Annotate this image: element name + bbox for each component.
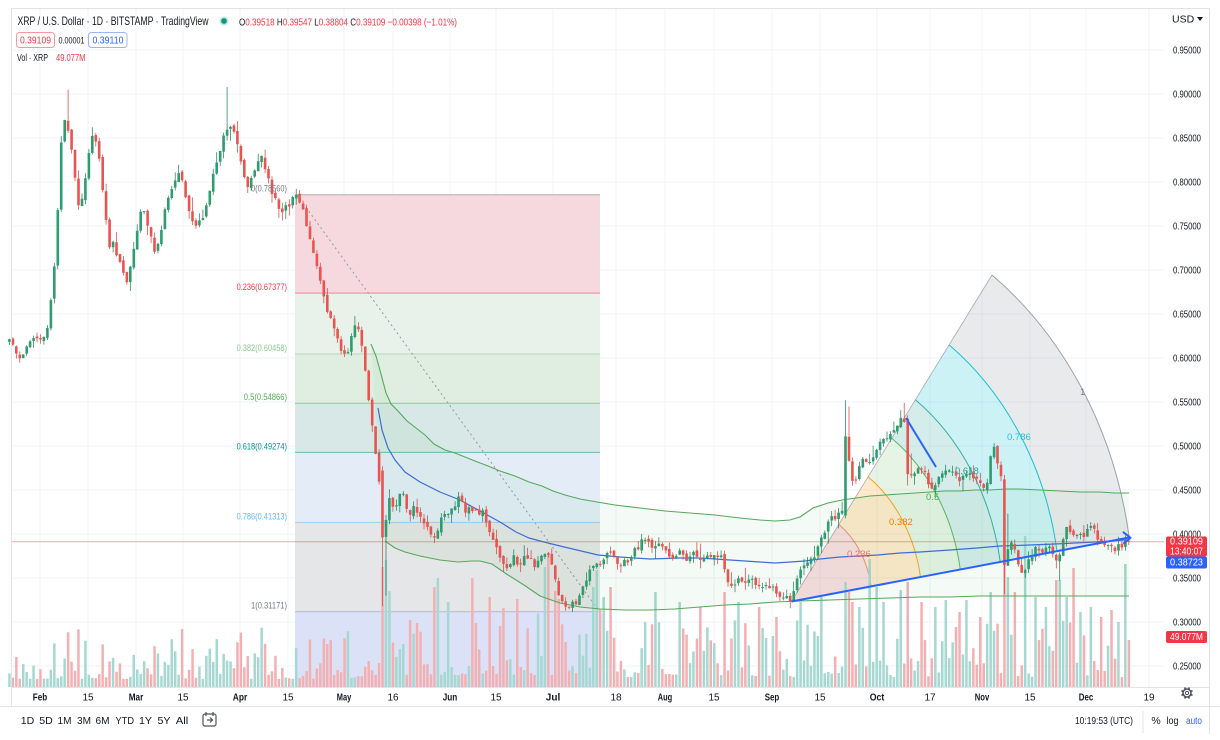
svg-text:O0.39518 H0.39547 L0.38804 C0.: O0.39518 H0.39547 L0.38804 C0.39109 −0.0… — [239, 17, 457, 29]
svg-text:0.39109: 0.39109 — [20, 36, 51, 47]
svg-text:0.65000: 0.65000 — [1173, 310, 1201, 321]
svg-text:0.40000: 0.40000 — [1173, 530, 1201, 541]
svg-text:0.35000: 0.35000 — [1173, 574, 1201, 585]
svg-text:All: All — [176, 715, 189, 727]
svg-text:0.618: 0.618 — [955, 466, 979, 477]
svg-text:Mar: Mar — [129, 693, 144, 704]
svg-text:0.00001: 0.00001 — [59, 36, 85, 46]
svg-text:0.39110: 0.39110 — [93, 36, 124, 47]
svg-text:16: 16 — [387, 693, 399, 704]
svg-text:0.5: 0.5 — [926, 492, 939, 503]
svg-text:XRP / U.S. Dollar · 1D · BITST: XRP / U.S. Dollar · 1D · BITSTAMP · Trad… — [18, 14, 209, 28]
svg-text:0.50000: 0.50000 — [1173, 442, 1201, 453]
svg-text:15: 15 — [177, 693, 189, 704]
svg-text:15: 15 — [282, 693, 294, 704]
svg-text:0.618(0.49274): 0.618(0.49274) — [237, 441, 287, 451]
svg-text:49.077M: 49.077M — [1170, 632, 1203, 643]
svg-text:0.382(0.60458): 0.382(0.60458) — [237, 343, 287, 353]
svg-text:15: 15 — [708, 693, 720, 704]
svg-text:0.39109: 0.39109 — [1170, 537, 1203, 548]
svg-text:0.80000: 0.80000 — [1173, 178, 1201, 189]
svg-text:May: May — [337, 693, 352, 704]
svg-text:49.077M: 49.077M — [56, 53, 86, 64]
svg-text:Feb: Feb — [33, 693, 48, 704]
svg-text:log: log — [1167, 715, 1179, 727]
svg-text:0.236: 0.236 — [847, 549, 871, 560]
svg-text:0.38723: 0.38723 — [1170, 558, 1203, 569]
svg-text:0.85000: 0.85000 — [1173, 134, 1201, 145]
svg-text:1D: 1D — [21, 715, 35, 727]
svg-text:18: 18 — [610, 693, 622, 704]
svg-text:0.786(0.41313): 0.786(0.41313) — [237, 511, 287, 521]
svg-text:YTD: YTD — [116, 715, 135, 727]
svg-text:0.5(0.54866): 0.5(0.54866) — [244, 392, 287, 402]
svg-text:1(0.31171): 1(0.31171) — [251, 601, 287, 611]
svg-text:Sep: Sep — [765, 693, 780, 704]
svg-text:0.30000: 0.30000 — [1173, 618, 1201, 629]
svg-text:Jun: Jun — [443, 693, 458, 704]
svg-text:10:19:53 (UTC): 10:19:53 (UTC) — [1075, 715, 1133, 727]
svg-text:Aug: Aug — [658, 693, 673, 704]
svg-text:15: 15 — [82, 693, 94, 704]
svg-text:0.55000: 0.55000 — [1173, 398, 1201, 409]
svg-text:0.75000: 0.75000 — [1173, 222, 1201, 233]
svg-text:0.382: 0.382 — [889, 517, 913, 528]
svg-text:1M: 1M — [58, 715, 72, 727]
svg-text:Dec: Dec — [1079, 693, 1094, 704]
svg-text:USD: USD — [1172, 14, 1195, 26]
svg-text:0.236(0.67377): 0.236(0.67377) — [237, 282, 287, 292]
svg-text:3M: 3M — [77, 715, 91, 727]
svg-text:0.786: 0.786 — [1007, 432, 1031, 443]
svg-text:Jul: Jul — [546, 693, 561, 704]
svg-text:19: 19 — [1143, 693, 1155, 704]
svg-text:6M: 6M — [96, 715, 110, 727]
svg-text:0.95000: 0.95000 — [1173, 46, 1201, 57]
svg-text:15: 15 — [814, 693, 826, 704]
svg-text:13:40:07: 13:40:07 — [1170, 547, 1203, 558]
svg-text:0.60000: 0.60000 — [1173, 354, 1201, 365]
svg-text:auto: auto — [1186, 715, 1202, 727]
svg-text:Oct: Oct — [870, 693, 885, 704]
svg-text:1Y: 1Y — [139, 715, 152, 727]
svg-text:%: % — [1151, 715, 1160, 727]
svg-text:0.90000: 0.90000 — [1173, 90, 1201, 101]
svg-text:0.45000: 0.45000 — [1173, 486, 1201, 497]
svg-text:Vol · XRP: Vol · XRP — [17, 53, 48, 64]
svg-text:5Y: 5Y — [158, 715, 171, 727]
svg-text:Nov: Nov — [975, 693, 990, 704]
svg-text:0.25000: 0.25000 — [1173, 662, 1201, 673]
svg-text:5D: 5D — [39, 715, 53, 727]
svg-text:0(0.78560): 0(0.78560) — [251, 184, 287, 194]
svg-text:15: 15 — [490, 693, 502, 704]
svg-text:17: 17 — [924, 693, 936, 704]
svg-text:15: 15 — [1024, 693, 1036, 704]
svg-text:Apr: Apr — [233, 693, 248, 704]
svg-text:0.70000: 0.70000 — [1173, 266, 1201, 277]
svg-text:1: 1 — [1080, 387, 1085, 398]
